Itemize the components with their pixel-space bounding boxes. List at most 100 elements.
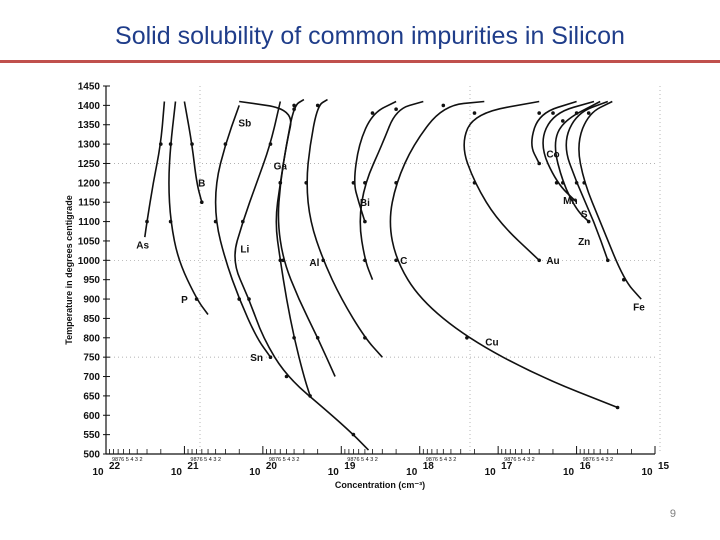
x-decade-exponent: 19 xyxy=(344,461,356,472)
data-point-c xyxy=(394,107,398,111)
series-label-bi: Bi xyxy=(360,198,370,209)
data-point-au xyxy=(537,258,541,263)
y-tick-label: 1300 xyxy=(78,140,101,151)
curve-sn xyxy=(214,105,272,358)
data-point-c xyxy=(363,181,367,185)
page-number: 9 xyxy=(669,508,676,520)
y-tick-label: 1400 xyxy=(78,101,101,112)
curve-au xyxy=(463,100,540,261)
x-decade-label: 10 xyxy=(328,467,340,478)
series-label-sn: Sn xyxy=(250,353,263,364)
series-label-co: Co xyxy=(546,150,559,161)
series-label-as: As xyxy=(136,241,149,252)
data-point-ga xyxy=(292,103,296,108)
data-point-sn xyxy=(268,355,273,360)
data-point-b xyxy=(200,200,204,204)
x-minor-tick-labels: 9876 5 4 3 2 xyxy=(347,457,378,463)
x-decade-label: 10 xyxy=(406,467,418,478)
y-tick-label: 1250 xyxy=(78,159,101,170)
data-point-cu xyxy=(615,405,620,410)
data-point-au xyxy=(472,111,477,115)
series-label-s: S xyxy=(581,210,588,221)
data-point-sn xyxy=(213,219,218,224)
series-label-p: P xyxy=(181,295,188,306)
data-point-as xyxy=(145,219,149,224)
curve-fe xyxy=(578,100,642,300)
title-underline xyxy=(0,60,720,63)
data-point-co xyxy=(537,111,541,115)
data-point-al xyxy=(321,258,326,263)
x-minor-tick-labels: 9876 5 4 3 2 xyxy=(190,457,221,463)
y-tick-label: 750 xyxy=(83,353,100,364)
data-point-cu xyxy=(441,103,446,108)
data-point-zn xyxy=(606,258,610,263)
data-point-sn xyxy=(237,297,241,301)
x-decade-exponent: 15 xyxy=(658,461,670,472)
x-minor-tick-labels: 9876 5 4 3 2 xyxy=(426,457,457,463)
data-point-mn xyxy=(554,181,559,185)
x-decade-label: 10 xyxy=(485,467,497,478)
data-point-s xyxy=(586,219,591,224)
data-point-mn xyxy=(551,111,555,115)
series-labels: As P B Sb Ga Al Li Sn Bi C Cu Au Co Mn S Zn Fe xyxy=(136,119,645,364)
y-tick-label: 1450 xyxy=(78,82,101,93)
y-tick-label: 500 xyxy=(83,450,100,461)
data-point-cu xyxy=(465,336,469,340)
y-axis-ticks: 1450 1400 1350 1300 1250 1200 1150 1100 1050 1000… xyxy=(78,82,110,461)
curve-c xyxy=(359,100,424,280)
series-label-zn: Zn xyxy=(578,237,590,248)
y-tick-label: 1200 xyxy=(78,178,101,189)
curve-ga xyxy=(277,98,336,377)
curve-s xyxy=(554,100,601,223)
curve-cu xyxy=(389,100,618,409)
series-label-al: Al xyxy=(309,258,319,269)
data-point-sb xyxy=(292,336,296,340)
curve-bi xyxy=(353,100,397,222)
data-point-s xyxy=(561,119,565,123)
series-label-sb: Sb xyxy=(238,119,251,130)
y-tick-label: 950 xyxy=(83,275,100,286)
curve-sb xyxy=(239,100,311,397)
x-minor-tick-labels: 9876 5 4 3 2 xyxy=(269,457,300,463)
series-label-b: B xyxy=(198,179,205,190)
data-point-bi xyxy=(351,181,356,185)
y-tick-label: 1150 xyxy=(78,198,100,209)
series-curves xyxy=(144,98,642,451)
x-minor-tick-labels: 9876 5 4 3 2 xyxy=(504,457,535,463)
y-tick-label: 1000 xyxy=(78,256,101,267)
x-decade-exponent: 17 xyxy=(501,461,513,472)
data-point-cu xyxy=(394,181,398,185)
data-point-as xyxy=(159,142,163,146)
y-tick-label: 800 xyxy=(83,333,100,344)
y-tick-label: 550 xyxy=(83,430,100,441)
curve-zn xyxy=(565,100,609,261)
plot-frame xyxy=(105,86,655,455)
data-point-al xyxy=(315,103,320,108)
series-label-ga: Ga xyxy=(274,161,288,172)
data-point-li xyxy=(351,432,356,437)
x-minor-tick-labels: 9876 5 4 3 2 xyxy=(583,457,614,463)
series-label-cu: Cu xyxy=(485,338,498,349)
data-point-s xyxy=(561,181,565,185)
series-label-mn: Mn xyxy=(563,196,577,207)
data-point-sb xyxy=(278,258,283,263)
y-tick-label: 1050 xyxy=(78,236,101,247)
data-point-li xyxy=(247,297,251,301)
data-point-b xyxy=(190,142,194,146)
y-tick-label: 850 xyxy=(83,314,100,325)
y-tick-label: 1350 xyxy=(78,120,101,131)
data-point-ga xyxy=(315,336,320,340)
data-point-p xyxy=(194,297,199,301)
series-label-au: Au xyxy=(546,256,559,267)
x-decade-label: 10 xyxy=(92,467,104,478)
data-point-ga xyxy=(281,258,286,263)
data-point-ga xyxy=(278,181,283,185)
series-label-fe: Fe xyxy=(633,303,645,314)
x-decade-label: 10 xyxy=(641,467,653,478)
data-point-au xyxy=(472,181,477,185)
y-tick-label: 700 xyxy=(83,372,100,383)
x-minor-tick-labels: 9876 5 4 3 2 xyxy=(112,457,143,463)
data-point-fe xyxy=(586,111,591,115)
x-decade-label: 10 xyxy=(249,467,261,478)
data-point-c xyxy=(363,258,367,263)
